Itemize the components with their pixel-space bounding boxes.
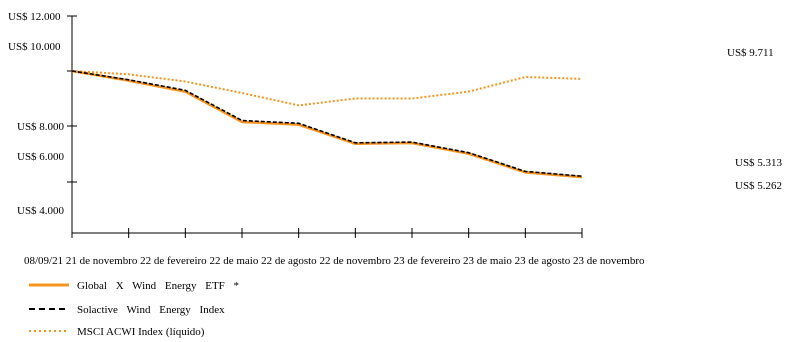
x-tick-label: 22 de fevereiro <box>137 255 207 267</box>
x-tick-labels-row: 08/09/21 21 de novembro 22 de fevereiro … <box>24 255 645 267</box>
series-line-2 <box>71 70 583 107</box>
x-tick-label: 23 de agosto <box>512 255 571 267</box>
x-tick-label: 22 de novembro <box>317 255 392 267</box>
x-tick-labels: 08/09/21 21 de novembro 22 de fevereiro … <box>24 255 645 267</box>
legend-label: MSCI ACWI Index (líquido) <box>77 326 205 338</box>
x-tick-label: 23 de novembro <box>570 255 645 267</box>
x-tick-label: 08/09/21 <box>24 255 63 267</box>
y-tick-label: US$ 10.000 <box>8 41 61 53</box>
legend-label: Solactive Wind Energy Index <box>77 304 225 316</box>
legend-label: Global X Wind Energy ETF * <box>77 280 239 292</box>
x-tick-label: 22 de agosto <box>258 255 317 267</box>
series-line-0 <box>71 69 583 179</box>
y-tick-label: US$ 6.000 <box>17 151 65 163</box>
x-tick-label: 22 de maio <box>207 255 259 267</box>
end-value-labels: US$ 9.711 US$ 5.313 US$ 5.262 <box>727 47 783 192</box>
end-value-label: US$ 9.711 <box>727 47 774 59</box>
x-tick-label: 21 de novembro <box>63 255 138 267</box>
y-tick-label: US$ 8.000 <box>17 121 65 133</box>
chart-axes <box>67 15 583 238</box>
series-line-1 <box>71 70 583 177</box>
x-tick-label: 23 de maio <box>460 255 512 267</box>
end-value-label: US$ 5.313 <box>735 157 783 169</box>
y-tick-label: US$ 12.000 <box>8 11 61 23</box>
end-value-label: US$ 5.262 <box>735 180 782 192</box>
legend: Global X Wind Energy ETF * Solactive Wind… <box>29 280 239 338</box>
y-tick-labels: US$ 12.000 US$ 10.000 US$ 8.000 US$ 6.000 US… <box>8 11 65 217</box>
x-tick-label: 23 de fevereiro <box>391 255 461 267</box>
y-tick-label: US$ 4.000 <box>17 205 65 217</box>
series-lines <box>71 69 583 179</box>
